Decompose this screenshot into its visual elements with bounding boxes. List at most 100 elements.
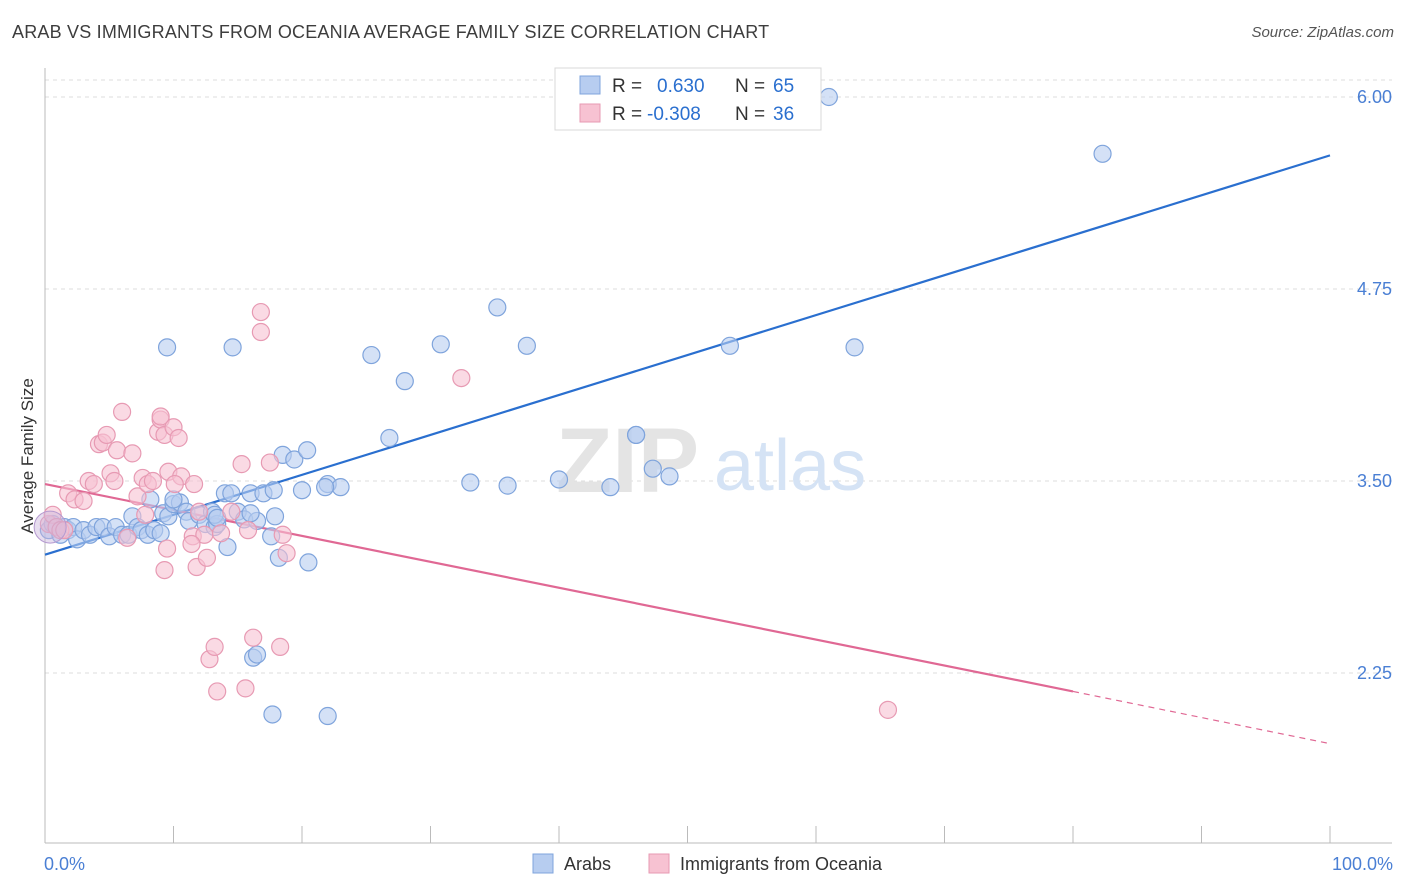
point-arabs-72 [331, 478, 350, 497]
point-oceania-17 [118, 528, 137, 547]
watermark: ZIP atlas [556, 410, 866, 512]
point-cluster-origin [33, 510, 67, 544]
point-arabs-66 [819, 87, 838, 107]
point-arabs-53 [292, 481, 312, 500]
point-arabs-40 [164, 490, 183, 509]
legend-r-value-arabs: 0.630 [657, 76, 705, 97]
point-arabs-48 [264, 481, 283, 500]
point-arabs-59 [488, 298, 507, 317]
point-oceania-16 [112, 402, 132, 421]
point-oceania-22 [143, 471, 163, 491]
point-oceania-14 [105, 471, 124, 491]
point-oceania-51 [157, 539, 177, 558]
point-arabs-65 [626, 425, 646, 445]
point-oceania-49 [197, 548, 217, 567]
y-tick-label-3: 6.00 [1357, 87, 1392, 107]
x-tick-label-1: 100.0% [1332, 854, 1393, 874]
point-oceania-55 [211, 524, 231, 543]
legend-n-value-arabs: 65 [773, 76, 794, 97]
point-oceania-53 [452, 368, 471, 388]
point-oceania-12 [97, 425, 116, 445]
point-arabs-54 [298, 441, 317, 460]
legend-r-label-arabs: R = [612, 76, 642, 97]
point-arabs-45 [223, 338, 242, 357]
legend-bottom-label-arabs: Arabs [564, 854, 611, 874]
legend-bottom-label-oceania: Immigrants from Oceania [680, 854, 883, 874]
point-oceania-58 [136, 505, 155, 524]
trend-line-oceania-extension [1072, 690, 1331, 745]
point-oceania-35 [205, 637, 224, 656]
watermark-atlas: atlas [714, 426, 866, 506]
point-oceania-36 [222, 502, 241, 521]
y-tick-label-2: 4.75 [1357, 279, 1392, 299]
point-arabs-68 [845, 338, 864, 357]
tick-labels: 2.25 3.50 4.75 6.00 0.0% 100.0% [44, 87, 1393, 874]
point-oceania-54 [878, 700, 898, 719]
point-oceania-44 [271, 637, 290, 656]
point-oceania-37 [232, 455, 251, 474]
point-oceania-7 [74, 491, 93, 511]
point-oceania-52 [182, 534, 201, 554]
point-arabs-35 [222, 484, 241, 503]
point-oceania-38 [238, 521, 258, 540]
point-arabs-67 [1093, 144, 1112, 163]
point-oceania-32 [190, 502, 209, 521]
point-oceania-19 [128, 487, 147, 506]
legend-stats: R = 0.630 N = 65 R = -0.308 N = 36 [554, 67, 822, 131]
point-arabs-74 [601, 478, 620, 497]
source-label: Source: ZipAtlas.com [1251, 24, 1394, 41]
x-tick-label-0: 0.0% [44, 854, 85, 874]
point-oceania-46 [236, 679, 255, 698]
point-arabs-55 [380, 428, 399, 448]
point-arabs-58 [431, 335, 450, 354]
point-arabs-43 [157, 338, 177, 357]
point-oceania-47 [155, 560, 174, 580]
point-oceania-4 [55, 521, 74, 540]
point-oceania-28 [169, 428, 188, 448]
point-arabs-64 [720, 336, 740, 355]
point-oceania-43 [277, 544, 296, 563]
point-oceania-40 [251, 322, 270, 342]
point-arabs-80 [299, 553, 318, 572]
legend-n-label-oceania: N = [735, 104, 765, 125]
point-oceania-45 [208, 682, 227, 701]
point-oceania-56 [151, 407, 170, 426]
data-points [33, 87, 1112, 726]
point-oceania-41 [260, 453, 279, 472]
gridlines [45, 79, 1392, 674]
point-oceania-50 [244, 628, 263, 647]
point-oceania-57 [165, 474, 184, 494]
legend-bottom-swatch-arabs [532, 853, 554, 874]
legend-bottom-swatch-oceania [648, 853, 670, 874]
point-arabs-70 [549, 470, 569, 489]
legend-n-label-arabs: N = [735, 76, 765, 97]
point-oceania-18 [123, 444, 142, 463]
legend-series: Arabs Immigrants from Oceania [532, 853, 883, 874]
point-arabs-52 [285, 450, 304, 469]
y-tick-label-1: 3.50 [1357, 471, 1392, 491]
point-oceania-15 [107, 441, 127, 460]
legend-swatch-arabs [579, 75, 601, 95]
point-arabs-41 [241, 504, 260, 523]
point-arabs-77 [263, 705, 282, 724]
axes [44, 68, 1392, 844]
point-arabs-60 [517, 336, 536, 355]
y-tick-label-0: 2.25 [1357, 663, 1392, 683]
point-arabs-73 [316, 478, 335, 497]
point-oceania-42 [273, 525, 292, 544]
point-arabs-50 [265, 507, 285, 526]
point-arabs-57 [362, 345, 381, 365]
point-arabs-69 [461, 473, 480, 492]
legend-r-label-oceania: R = [612, 104, 642, 125]
watermark-zip: ZIP [556, 410, 699, 512]
point-arabs-56 [395, 372, 414, 391]
point-oceania-9 [84, 474, 103, 494]
point-oceania-30 [184, 474, 204, 494]
point-arabs-81 [247, 645, 267, 664]
legend-n-value-oceania: 36 [773, 104, 794, 125]
point-arabs-78 [318, 706, 337, 726]
point-arabs-63 [660, 467, 679, 486]
legend-swatch-oceania [579, 103, 601, 123]
point-arabs-75 [498, 476, 517, 495]
